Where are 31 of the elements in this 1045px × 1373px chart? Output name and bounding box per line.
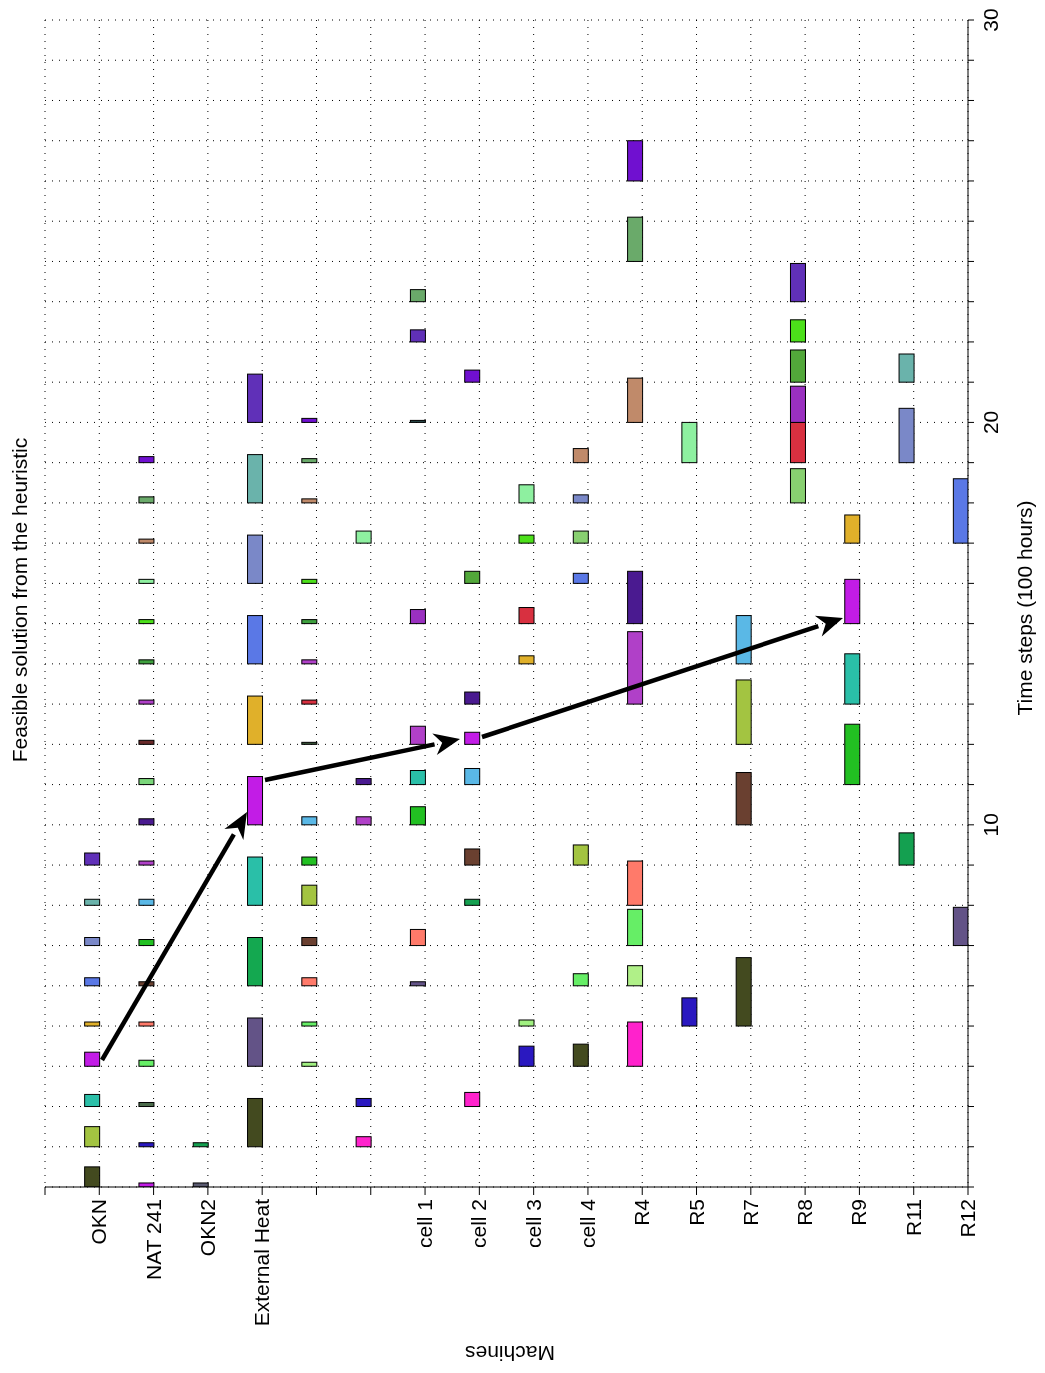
y-tick-label: 30 <box>979 8 1002 32</box>
x-tick-label: OKN2 <box>195 1199 219 1257</box>
x-tick-label: cell 4 <box>575 1198 599 1249</box>
x-tick-label: External Heat <box>250 1198 274 1327</box>
bar <box>247 615 264 665</box>
text: Feasible solution from the heuristic <box>8 437 32 763</box>
x-tick-label: R4 <box>630 1198 654 1226</box>
bar <box>247 856 264 906</box>
y-tick-label: 10 <box>979 813 1002 837</box>
x-tick-label: cell 3 <box>521 1199 545 1249</box>
x-tick-label: R12 <box>956 1199 979 1238</box>
bar <box>247 695 264 745</box>
x-tick-label: R7 <box>738 1199 762 1226</box>
bar <box>464 898 481 906</box>
bar <box>247 534 264 584</box>
x-tick-label: cell 2 <box>467 1199 491 1249</box>
y-tick-label: 20 <box>979 410 1002 435</box>
x-axis-title: Machines <box>465 1341 555 1365</box>
x-tick-label: R8 <box>793 1199 817 1226</box>
x-tick-label: R11 <box>901 1199 925 1236</box>
x-tick-label: R9 <box>847 1199 871 1226</box>
bar <box>464 570 481 584</box>
y-axis-title: Time steps (100 hours) <box>1013 500 1037 716</box>
x-tick-label: cell 1 <box>413 1199 437 1249</box>
bar <box>464 731 481 745</box>
x-tick-label: OKN <box>87 1199 111 1245</box>
x-tick-label: R5 <box>684 1199 708 1226</box>
bar <box>789 468 806 504</box>
bar <box>572 572 589 584</box>
bar <box>247 1017 264 1067</box>
x-tick-label: NAT 241 <box>141 1199 165 1280</box>
